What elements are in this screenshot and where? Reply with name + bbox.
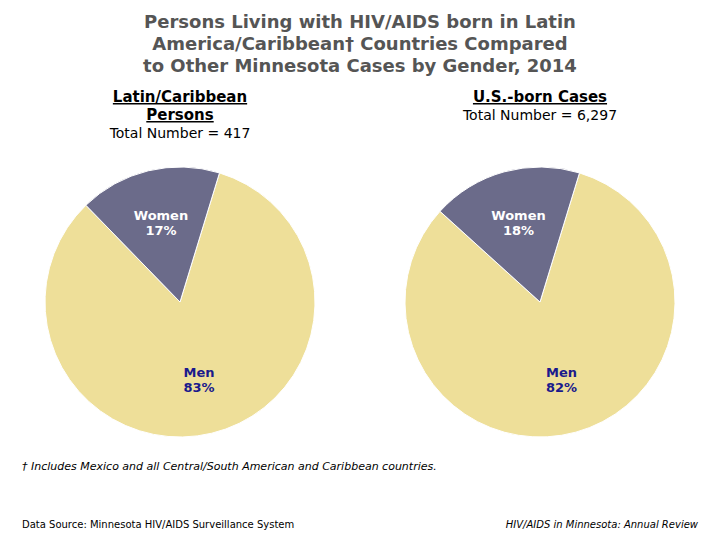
text-line: Men [184, 365, 215, 380]
footnote: † Includes Mexico and all Central/South … [22, 460, 437, 473]
total: Total Number = 417 [109, 125, 251, 141]
text-line: 18% [503, 223, 534, 238]
pie [405, 167, 675, 437]
text-line: U.S.-born Cases [473, 88, 607, 106]
data-label: Men82% [546, 364, 577, 394]
subtitle: U.S.-born Cases [473, 88, 607, 106]
pie [45, 167, 315, 437]
text-line: to Other Minnesota Cases by Gender, 2014 [143, 55, 577, 76]
text-line: America/Caribbean† Countries Compared [152, 33, 567, 54]
total: Total Number = 6,297 [462, 107, 617, 123]
data-label: Women17% [134, 207, 188, 237]
data-label: Men83% [183, 365, 214, 395]
text-line: 83% [183, 380, 214, 395]
data-label: Women18% [491, 208, 545, 238]
text-line: Men [546, 364, 577, 379]
subtitle: Latin/CaribbeanPersons [113, 88, 247, 124]
slice [440, 167, 579, 302]
chart: Persons Living with HIV/AIDS born in Lat… [0, 0, 720, 540]
text-line: 82% [546, 379, 577, 394]
text-line: Women [134, 207, 188, 222]
text-line: 17% [145, 222, 176, 237]
source: Data Source: Minnesota HIV/AIDS Surveill… [22, 519, 294, 530]
text-line: Women [491, 208, 545, 223]
text-line: Persons Living with HIV/AIDS born in Lat… [144, 11, 576, 32]
source: HIV/AIDS in Minnesota: Annual Review [506, 519, 699, 530]
text-line: Latin/Caribbean [113, 88, 247, 106]
slice [86, 167, 220, 302]
data-labels: Men82% Women18% [491, 208, 577, 394]
title: Persons Living with HIV/AIDS born in Lat… [143, 11, 577, 76]
data-labels: Men83% Women17% [134, 207, 215, 394]
text-line: Persons [146, 106, 213, 124]
slice [45, 173, 315, 437]
